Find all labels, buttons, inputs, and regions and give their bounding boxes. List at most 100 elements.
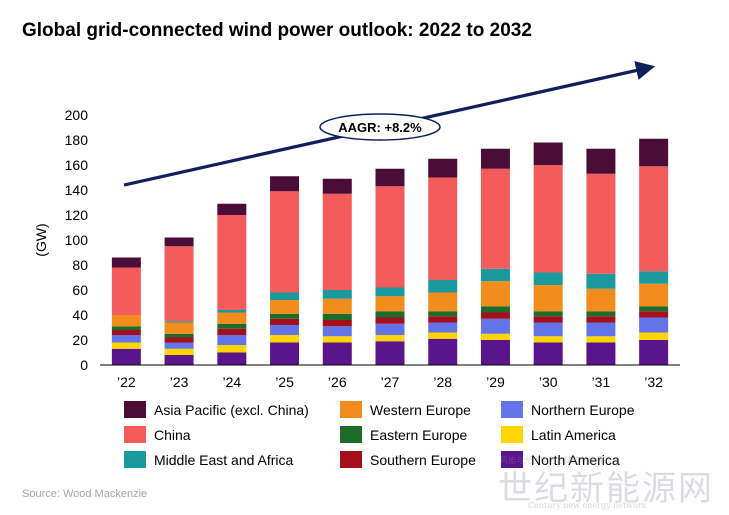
bar-southern-europe [480, 312, 510, 319]
y-tick-label: 80 [72, 257, 88, 273]
bar-middle-east-and-africa [375, 287, 405, 297]
bar-southern-europe [428, 316, 458, 323]
bar-southern-europe [586, 316, 616, 323]
bar-north-america [428, 338, 458, 365]
bar-asia-pacific-excl-china [217, 203, 247, 215]
bar-western-europe [533, 285, 563, 312]
bar-north-america [111, 348, 141, 365]
y-tick-label: 180 [65, 132, 89, 148]
x-tick-label: ’29 [486, 374, 505, 390]
bar-china [322, 193, 352, 290]
bar-southern-europe [164, 337, 194, 343]
bar-southern-europe [111, 330, 141, 335]
x-tick-label: ’30 [539, 374, 558, 390]
bar-northern-europe [322, 326, 352, 337]
source-note: Source: Wood Mackenzie [22, 488, 148, 500]
bar-eastern-europe [533, 311, 563, 317]
bar-northern-europe [533, 322, 563, 337]
bar-china [586, 173, 616, 274]
legend-label-north-america: North America [531, 452, 620, 468]
legend-swatch-latin-america [501, 426, 523, 443]
y-tick-label: 40 [72, 307, 88, 323]
bar-middle-east-and-africa [217, 310, 247, 313]
bar-northern-europe [217, 335, 247, 345]
bar-eastern-europe [322, 313, 352, 320]
bar-eastern-europe [164, 333, 194, 338]
bar-southern-europe [322, 320, 352, 327]
bar-northern-europe [639, 317, 669, 333]
bar-asia-pacific-excl-china [639, 138, 669, 167]
bar-latin-america [533, 336, 563, 343]
bar-eastern-europe [480, 306, 510, 313]
bar-northern-europe [111, 335, 141, 343]
bar-latin-america [111, 342, 141, 349]
bar-asia-pacific-excl-china [164, 237, 194, 247]
y-tick-label: 160 [65, 157, 89, 173]
bar-north-america [322, 342, 352, 365]
bar-eastern-europe [586, 311, 616, 317]
aagr-annotation: AAGR: +8.2% [338, 120, 422, 135]
bar-southern-europe [217, 328, 247, 335]
bar-latin-america [322, 336, 352, 343]
chart-title: Global grid-connected wind power outlook… [22, 20, 532, 41]
bar-middle-east-and-africa [639, 271, 669, 284]
legend-label-western-europe: Western Europe [370, 402, 471, 418]
bar-latin-america [586, 336, 616, 343]
x-tick-label: ’22 [117, 374, 136, 390]
bar-northern-europe [586, 322, 616, 337]
bar-southern-europe [375, 317, 405, 324]
bar-china [164, 246, 194, 322]
bar-north-america [586, 342, 616, 365]
bar-western-europe [270, 300, 300, 314]
bar-north-america [639, 340, 669, 365]
bar-north-america [270, 342, 300, 365]
bar-western-europe [217, 312, 247, 324]
x-tick-label: ’25 [275, 374, 294, 390]
bar-southern-europe [533, 316, 563, 323]
bar-western-europe [428, 292, 458, 312]
bar-middle-east-and-africa [428, 280, 458, 293]
y-tick-label: 200 [65, 107, 89, 123]
bar-north-america [533, 342, 563, 365]
bar-latin-america [375, 335, 405, 342]
bar-western-europe [586, 288, 616, 312]
legend-swatch-china [124, 426, 146, 443]
bar-eastern-europe [270, 313, 300, 319]
bar-western-europe [111, 315, 141, 327]
bar-northern-europe [375, 323, 405, 335]
bar-latin-america [480, 333, 510, 340]
bar-western-europe [375, 296, 405, 312]
bar-china [639, 166, 669, 272]
bar-middle-east-and-africa [586, 273, 616, 289]
bar-asia-pacific-excl-china [586, 148, 616, 174]
legend-label-latin-america: Latin America [531, 427, 616, 443]
bar-asia-pacific-excl-china [428, 158, 458, 178]
y-tick-label: 120 [65, 207, 89, 223]
bar-northern-europe [428, 322, 458, 333]
bar-latin-america [270, 335, 300, 343]
bar-china [217, 215, 247, 310]
x-tick-label: ’28 [433, 374, 452, 390]
bar-asia-pacific-excl-china [270, 176, 300, 192]
y-axis-label: (GW) [33, 223, 49, 256]
bar-north-america [480, 340, 510, 365]
bar-eastern-europe [217, 323, 247, 329]
legend-swatch-middle-east-and-africa [124, 451, 146, 468]
x-tick-label: ’26 [328, 374, 347, 390]
bar-north-america [217, 352, 247, 365]
x-tick-label: ’24 [222, 374, 241, 390]
x-tick-label: ’23 [170, 374, 189, 390]
bar-latin-america [428, 332, 458, 339]
bar-middle-east-and-africa [533, 272, 563, 285]
bar-middle-east-and-africa [480, 268, 510, 282]
bar-eastern-europe [639, 306, 669, 312]
legend-swatch-southern-europe [340, 451, 362, 468]
bar-asia-pacific-excl-china [111, 257, 141, 268]
legend-swatch-eastern-europe [340, 426, 362, 443]
bar-china [270, 191, 300, 293]
aagr-ellipse [319, 113, 441, 141]
bar-western-europe [639, 283, 669, 307]
bar-northern-europe [480, 318, 510, 334]
y-tick-label: 60 [72, 282, 88, 298]
